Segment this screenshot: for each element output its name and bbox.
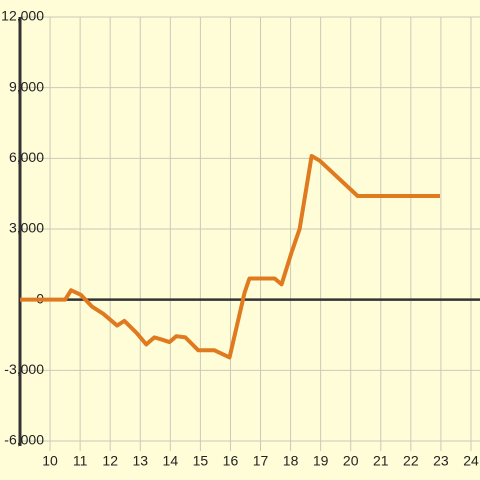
- x-tick-label: 21: [373, 453, 389, 469]
- x-tick-label: 10: [42, 453, 58, 469]
- x-tick-label: 16: [223, 453, 239, 469]
- y-tick-label: 12,000: [1, 8, 44, 24]
- x-tick-label: 24: [463, 453, 479, 469]
- y-tick-label: 9,000: [9, 78, 44, 94]
- line: [20, 153, 441, 360]
- x-tick-label: 15: [193, 453, 209, 469]
- x-tick-label: 14: [163, 453, 179, 469]
- y-tick-label: -6,000: [4, 432, 44, 448]
- x-tick-label: 20: [343, 453, 359, 469]
- x-tick-label: 11: [73, 453, 88, 469]
- x-tick-label: 17: [253, 453, 269, 469]
- y-tick-label: -3,000: [4, 361, 44, 377]
- x-tick-label: 23: [433, 453, 449, 469]
- x-tick-label: 12: [102, 453, 118, 469]
- y-tick-label: 3,000: [9, 220, 44, 236]
- x-tick-label: 19: [313, 453, 329, 469]
- x-tick-label: 18: [283, 453, 299, 469]
- y-tick-label: 6,000: [9, 149, 44, 165]
- x-tick-label: 13: [132, 453, 148, 469]
- x-tick-label: 22: [403, 453, 419, 469]
